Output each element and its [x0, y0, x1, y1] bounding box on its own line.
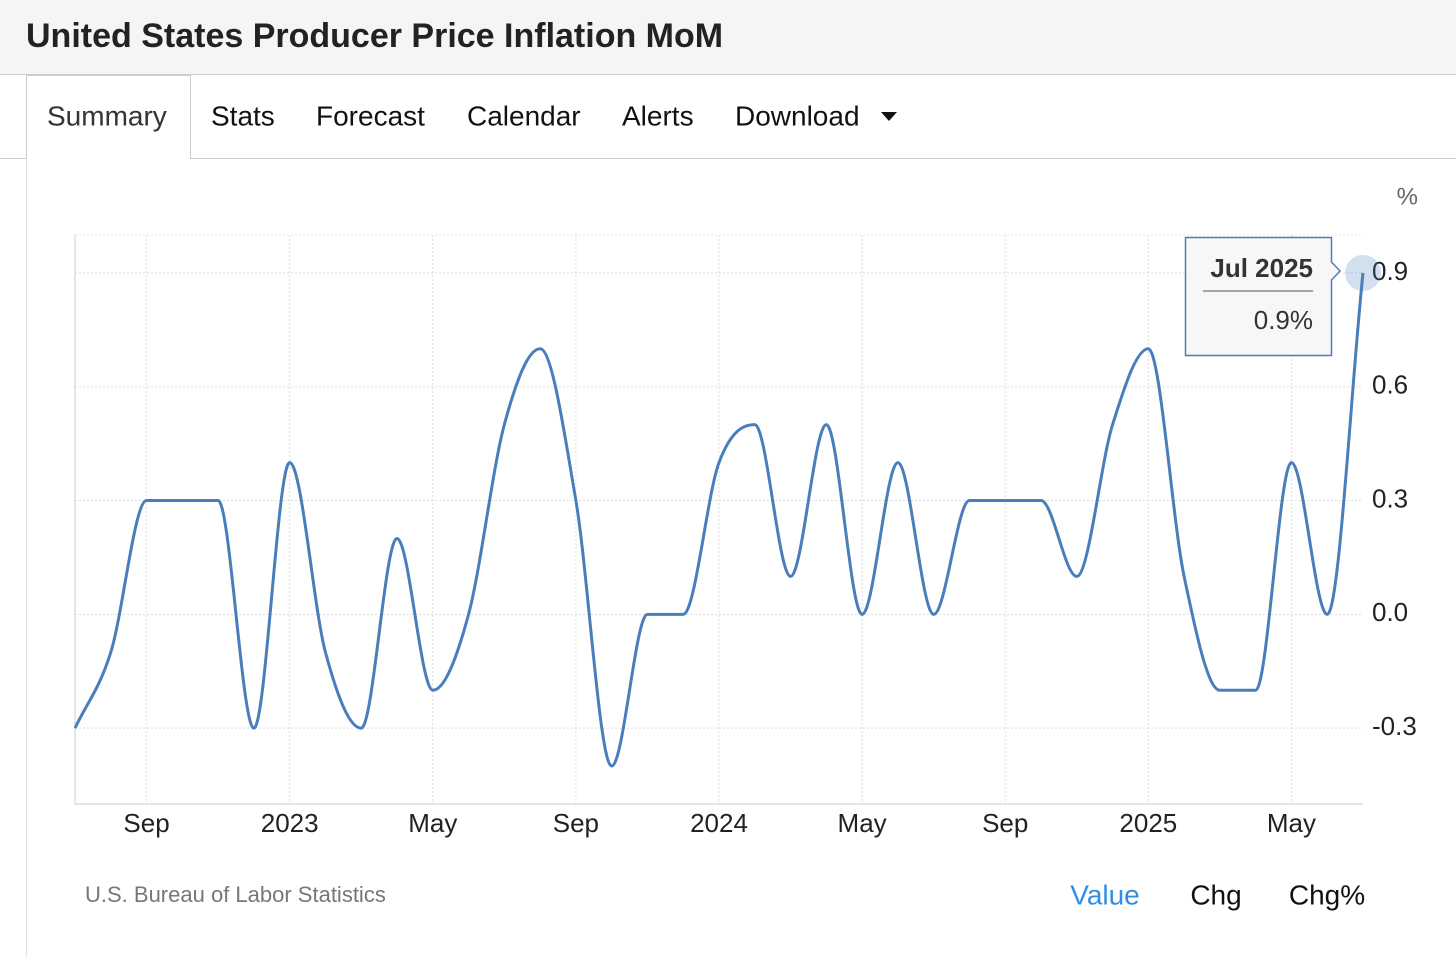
y-tick-label: 0.6: [1372, 370, 1408, 400]
tooltip-value: 0.9%: [1254, 305, 1313, 335]
tooltip-title: Jul 2025: [1210, 253, 1313, 283]
series-line: [73, 272, 1365, 768]
source: U.S. Bureau of Labor Statistics: [85, 882, 386, 907]
page-title: United States Producer Price Inflation M…: [26, 17, 723, 55]
tooltip-box: [1184, 236, 1342, 357]
y-tick-label: -0.3: [1372, 711, 1417, 741]
y-tick-label: 0.9: [1372, 256, 1408, 286]
hover-point: [1345, 254, 1381, 291]
x-tick-label: May: [1267, 808, 1316, 838]
x-tick-label: Sep: [553, 808, 599, 838]
x-tick-label: Sep: [123, 808, 169, 838]
tab[interactable]: Stats: [211, 100, 275, 131]
view-toggle[interactable]: Value: [1070, 879, 1140, 910]
x-tick-label: May: [408, 808, 457, 838]
tab[interactable]: Alerts: [622, 100, 694, 131]
tab[interactable]: Calendar: [467, 100, 581, 131]
x-tick-label: May: [838, 808, 887, 838]
x-tick-label: 2025: [1119, 808, 1177, 838]
tab[interactable]: Download: [735, 100, 860, 131]
y-unit: %: [1397, 183, 1418, 210]
x-tick-label: Sep: [982, 808, 1028, 838]
view-toggle[interactable]: Chg: [1190, 879, 1241, 910]
tab-border: [0, 75, 1456, 159]
dropdown-caret[interactable]: [881, 112, 897, 121]
x-tick-label: 2023: [261, 808, 319, 838]
tab[interactable]: Summary: [47, 100, 167, 131]
y-tick-label: 0.0: [1372, 597, 1408, 627]
y-tick-label: 0.3: [1372, 483, 1408, 513]
x-tick-label: 2024: [690, 808, 748, 838]
view-toggle[interactable]: Chg%: [1289, 879, 1365, 910]
tab[interactable]: Forecast: [316, 100, 425, 131]
header-band: [0, 0, 1456, 74]
